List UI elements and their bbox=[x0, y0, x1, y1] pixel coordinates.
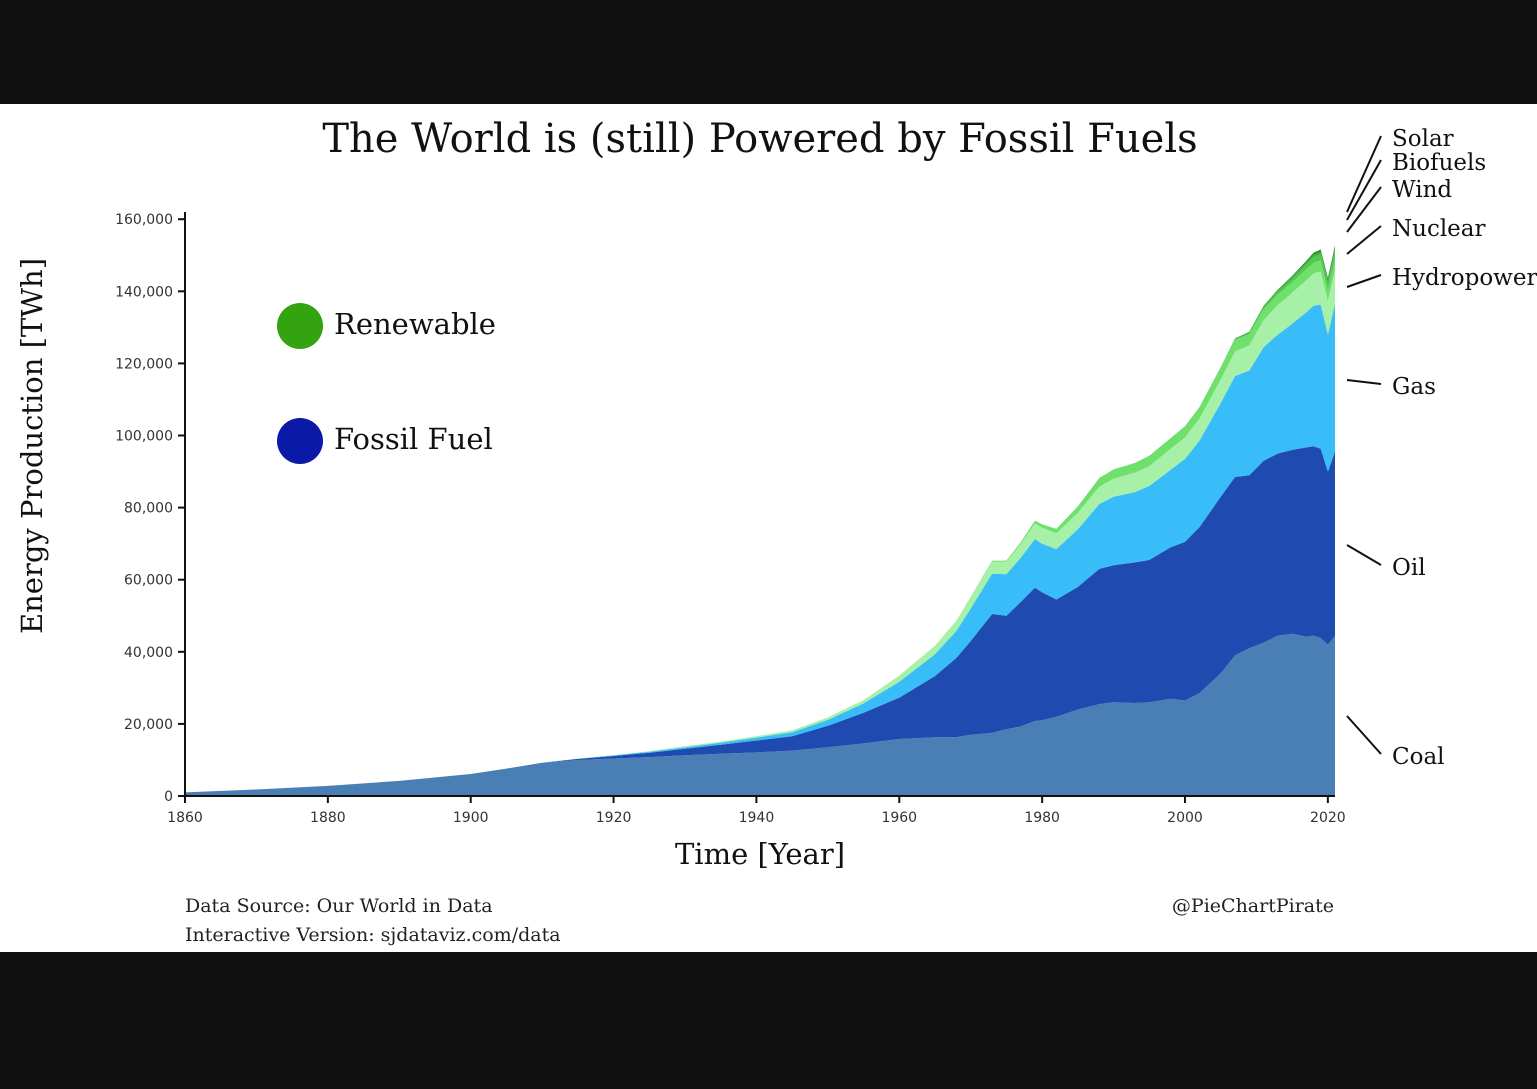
y-tick-label: 140,000 bbox=[115, 284, 173, 300]
chart-panel: The World is (still) Powered by Fossil F… bbox=[0, 104, 1537, 952]
area-layers bbox=[185, 245, 1335, 796]
credit-text: @PieChartPirate bbox=[1172, 895, 1334, 917]
interactive-version-text: Interactive Version: sjdataviz.com/data bbox=[185, 924, 561, 946]
x-tick-label: 1960 bbox=[881, 810, 917, 826]
legend-fossil-swatch bbox=[277, 418, 323, 464]
y-tick-label: 120,000 bbox=[115, 356, 173, 372]
annotation-line-gas bbox=[1346, 379, 1382, 385]
legend-fossil-label: Fossil Fuel bbox=[334, 422, 493, 456]
annotation-label-biofuels: Biofuels bbox=[1392, 150, 1486, 176]
x-axis-label: Time [Year] bbox=[675, 837, 845, 871]
area-oil bbox=[185, 446, 1335, 793]
x-tick-label: 2020 bbox=[1310, 810, 1346, 826]
chart: The World is (still) Powered by Fossil F… bbox=[15, 116, 1537, 946]
y-tick-label: 80,000 bbox=[124, 501, 173, 517]
annotation-label-gas: Gas bbox=[1392, 374, 1436, 400]
x-tick-label: 2000 bbox=[1167, 810, 1203, 826]
annotation-line-wind bbox=[1346, 186, 1382, 233]
annotation-line-oil bbox=[1346, 544, 1382, 566]
x-tick-label: 1880 bbox=[310, 810, 346, 826]
x-tick-label: 1980 bbox=[1024, 810, 1060, 826]
y-tick-label: 100,000 bbox=[115, 429, 173, 445]
y-ticks: 0 20,000 40,000 60,000 80,000 100,000 120,000 1… bbox=[115, 212, 185, 805]
y-tick-label: 40,000 bbox=[124, 645, 173, 661]
annotation-line-hydropower bbox=[1346, 274, 1382, 288]
data-source-text: Data Source: Our World in Data bbox=[185, 895, 493, 917]
annotation-line-solar bbox=[1346, 135, 1382, 213]
annotation-label-oil: Oil bbox=[1392, 555, 1426, 581]
area-coal bbox=[185, 633, 1335, 796]
chart-title: The World is (still) Powered by Fossil F… bbox=[322, 116, 1197, 162]
annotation-line-biofuels bbox=[1346, 159, 1382, 221]
annotation-label-wind: Wind bbox=[1392, 177, 1452, 203]
legend: Renewable Fossil Fuel bbox=[277, 303, 496, 464]
annotation-line-coal bbox=[1346, 715, 1382, 755]
x-tick-label: 1920 bbox=[596, 810, 632, 826]
annotation-label-nuclear: Nuclear bbox=[1392, 216, 1486, 242]
series-annotations: Coal Oil Gas Hydropower Nuclear WindBiofuelsS… bbox=[1346, 126, 1537, 770]
y-tick-label: 60,000 bbox=[124, 573, 173, 589]
annotation-label-solar: Solar bbox=[1392, 126, 1454, 152]
x-tick-label: 1900 bbox=[453, 810, 489, 826]
y-tick-label: 20,000 bbox=[124, 717, 173, 733]
legend-renewable-label: Renewable bbox=[334, 307, 496, 341]
annotation-label-coal: Coal bbox=[1392, 744, 1445, 770]
y-tick-label: 0 bbox=[164, 789, 173, 805]
x-tick-label: 1940 bbox=[739, 810, 775, 826]
y-axis-label: Energy Production [TWh] bbox=[15, 258, 49, 634]
x-ticks: 1860 1880 1900 1920 1940 1960 1980 2000 2020 bbox=[167, 796, 1346, 826]
y-tick-label: 160,000 bbox=[115, 212, 173, 228]
area-gas bbox=[185, 303, 1335, 793]
axes bbox=[184, 212, 1335, 797]
annotation-label-hydropower: Hydropower bbox=[1392, 265, 1537, 291]
annotation-line-nuclear bbox=[1346, 225, 1382, 255]
legend-renewable-swatch bbox=[277, 303, 323, 349]
x-tick-label: 1860 bbox=[167, 810, 203, 826]
